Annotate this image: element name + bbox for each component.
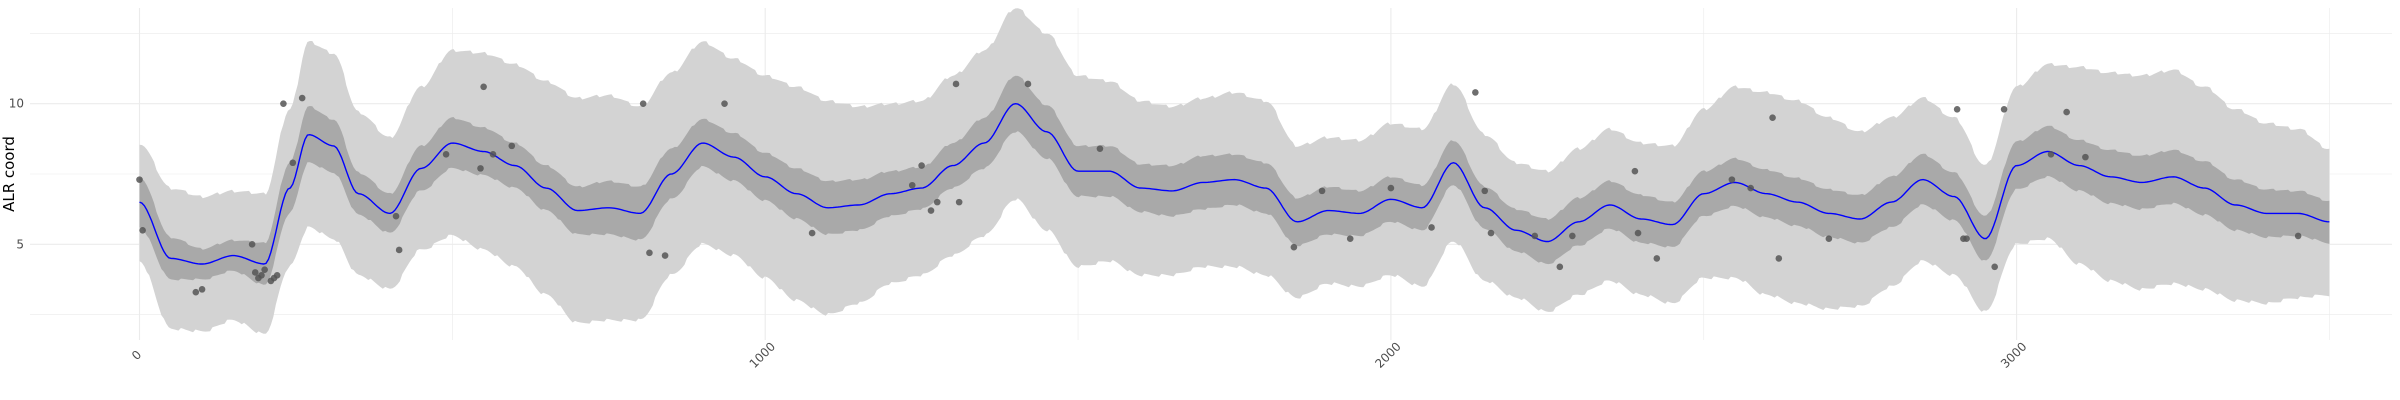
data-point bbox=[192, 288, 200, 296]
data-point bbox=[1472, 89, 1479, 96]
data-points bbox=[136, 80, 2302, 296]
data-point bbox=[395, 246, 403, 254]
data-point bbox=[477, 165, 484, 172]
data-point bbox=[1769, 114, 1776, 122]
data-point bbox=[251, 269, 259, 276]
data-point bbox=[1318, 187, 1326, 195]
data-point bbox=[918, 162, 925, 169]
data-point bbox=[1556, 263, 1564, 271]
data-point bbox=[136, 176, 143, 183]
data-point bbox=[1096, 145, 1104, 152]
fitted-curve bbox=[139, 102, 2330, 265]
data-point bbox=[1531, 232, 1539, 240]
data-point bbox=[1747, 184, 1754, 192]
data-point bbox=[2047, 151, 2055, 158]
data-point bbox=[1963, 235, 1970, 243]
data-point bbox=[298, 94, 306, 102]
data-point bbox=[480, 83, 487, 91]
data-point bbox=[261, 266, 268, 273]
data-point bbox=[721, 100, 728, 107]
data-point bbox=[933, 198, 941, 206]
data-point bbox=[908, 181, 916, 189]
data-point bbox=[2063, 108, 2070, 116]
data-point bbox=[1290, 243, 1298, 251]
data-point bbox=[273, 271, 281, 279]
data-point bbox=[442, 151, 450, 158]
data-point bbox=[808, 229, 816, 237]
y-tick-label: 10 bbox=[9, 97, 24, 111]
data-point bbox=[1653, 255, 1661, 262]
data-point bbox=[2294, 232, 2302, 240]
data-point bbox=[1428, 224, 1435, 231]
data-point bbox=[646, 249, 653, 257]
data-point bbox=[392, 212, 400, 220]
data-point bbox=[258, 271, 265, 279]
data-point bbox=[289, 159, 297, 167]
data-point bbox=[248, 241, 256, 248]
data-point bbox=[489, 151, 497, 158]
data-point bbox=[927, 207, 935, 214]
data-point bbox=[1487, 229, 1495, 237]
data-point bbox=[280, 100, 287, 107]
data-point bbox=[1481, 187, 1489, 195]
data-point bbox=[661, 252, 669, 259]
data-point bbox=[2000, 105, 2008, 113]
data-point bbox=[1953, 105, 1961, 113]
data-point bbox=[1346, 235, 1354, 243]
data-point bbox=[2082, 153, 2089, 161]
data-point bbox=[1631, 167, 1639, 175]
data-point bbox=[1024, 80, 1032, 88]
data-point bbox=[1991, 263, 1998, 271]
y-axis-title: ALR coord bbox=[0, 136, 18, 212]
data-point bbox=[139, 226, 146, 234]
y-tick-label: 5 bbox=[16, 237, 24, 251]
data-point bbox=[952, 80, 960, 88]
data-point bbox=[1775, 255, 1783, 262]
data-point bbox=[198, 286, 206, 293]
data-point bbox=[1387, 184, 1395, 192]
data-point bbox=[1728, 176, 1736, 183]
data-point bbox=[1569, 232, 1576, 240]
data-point bbox=[1825, 235, 1833, 243]
data-point bbox=[955, 198, 963, 206]
data-point bbox=[639, 100, 647, 107]
data-point bbox=[508, 142, 516, 150]
y-axis-tick-labels: 5 10 bbox=[9, 97, 24, 252]
data-point bbox=[1634, 229, 1642, 237]
